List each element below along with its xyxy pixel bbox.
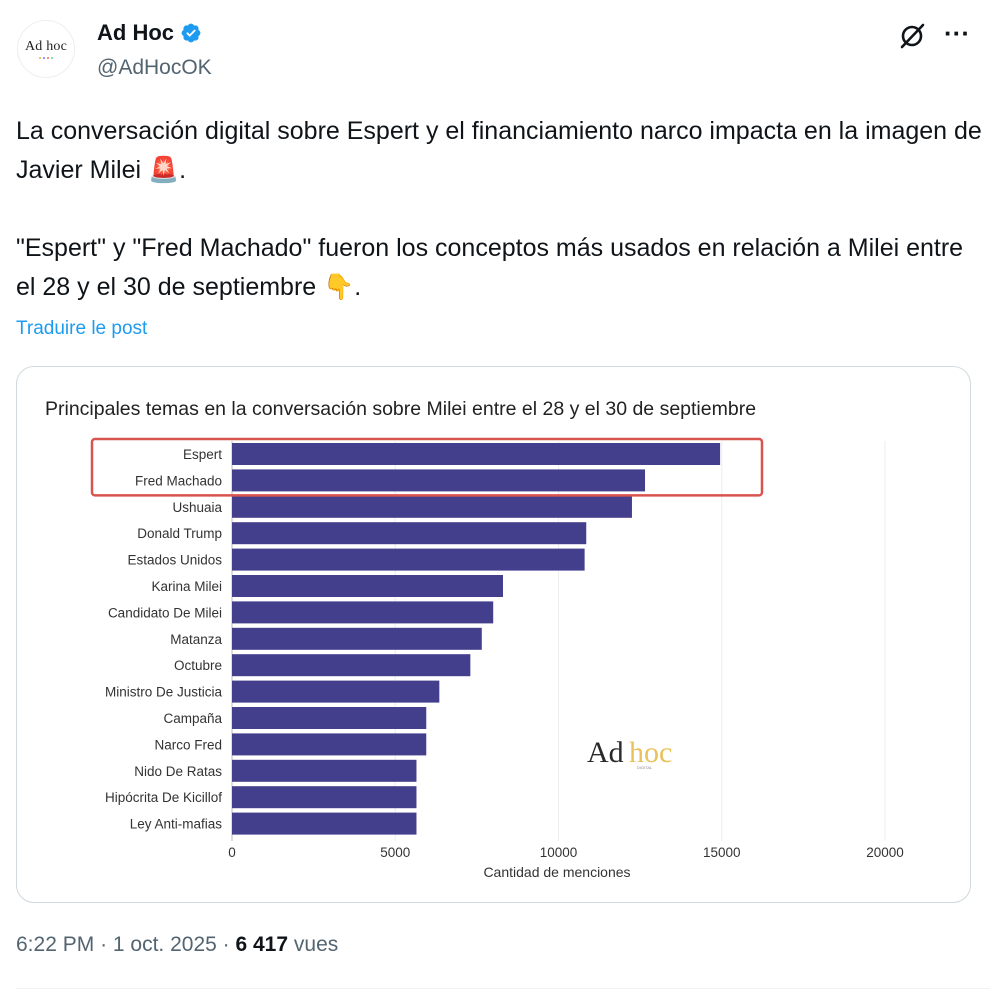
watermark-subtext: DIGITAL	[637, 765, 653, 770]
bar	[232, 575, 503, 597]
x-tick-label: 5000	[380, 845, 410, 860]
category-label: Ley Anti-mafias	[130, 817, 223, 832]
chart-title: Principales temas en la conversación sob…	[45, 398, 756, 420]
bar	[232, 680, 440, 703]
bar	[232, 812, 417, 835]
bar	[232, 469, 646, 492]
category-label: Estados Unidos	[127, 553, 222, 568]
bar	[232, 548, 585, 571]
author-display-name[interactable]: Ad Hoc	[97, 20, 174, 45]
bar	[232, 601, 494, 624]
tweet-time[interactable]: 6:22 PM	[16, 933, 95, 956]
tweet-date[interactable]: 1 oct. 2025	[112, 933, 217, 956]
category-label: Espert	[183, 447, 222, 462]
author-display-name-row[interactable]: Ad Hoc	[97, 20, 202, 46]
bar	[232, 495, 632, 518]
highlight-box	[90, 437, 764, 497]
chart-x-axis-label: Cantidad de menciones	[483, 864, 630, 880]
grok-icon[interactable]	[898, 22, 926, 50]
bar	[232, 627, 482, 650]
bar	[232, 707, 427, 729]
x-tick-label: 15000	[703, 845, 741, 860]
avatar-logo-text: Ad hoc	[24, 38, 68, 54]
bar	[232, 786, 417, 809]
avatar-dots	[39, 56, 53, 59]
divider	[16, 988, 990, 989]
more-options-icon[interactable]: ···	[944, 18, 970, 48]
watermark-text-accent: hoc	[629, 736, 672, 769]
bar	[232, 443, 721, 465]
chart-category-labels: Espert Fred Machado Ushuaia Donald Trump Est…	[105, 447, 223, 832]
chart-bars	[232, 443, 721, 835]
category-label: Matanza	[170, 632, 222, 647]
category-label: Narco Fred	[154, 737, 222, 752]
category-label: Campaña	[163, 711, 222, 726]
view-count: 6 417	[235, 933, 289, 956]
tweet-meta: 6:22 PM · 1 oct. 2025 · 6 417 vues	[16, 933, 338, 957]
bar	[232, 654, 471, 677]
watermark-text: Ad	[587, 736, 624, 769]
chart-x-ticks: 0 5000 10000 15000 20000	[228, 845, 904, 860]
tweet-text: La conversación digital sobre Espert y e…	[16, 112, 986, 307]
tweet-paragraph-1: La conversación digital sobre Espert y e…	[16, 117, 989, 184]
bar	[232, 759, 417, 782]
bar-chart: Principales temas en la conversación sob…	[45, 398, 904, 880]
category-label: Candidato De Milei	[108, 605, 222, 620]
category-label: Octubre	[174, 658, 222, 673]
x-tick-label: 0	[228, 845, 236, 860]
bar	[232, 522, 587, 545]
author-handle[interactable]: @AdHocOK	[97, 56, 212, 79]
category-label: Ministro De Justicia	[105, 685, 223, 700]
tweet-media-card[interactable]: Principales temas en la conversación sob…	[16, 366, 971, 903]
category-label: Karina Milei	[151, 579, 222, 594]
avatar[interactable]: Ad hoc	[17, 20, 75, 78]
x-tick-label: 20000	[866, 845, 904, 860]
category-label: Fred Machado	[135, 473, 222, 488]
verified-badge-icon	[181, 23, 201, 43]
views-label: vues	[293, 933, 339, 956]
tweet-paragraph-2: "Espert" y "Fred Machado" fueron los con…	[16, 234, 971, 301]
bar	[232, 733, 427, 756]
category-label: Ushuaia	[172, 500, 222, 515]
meta-separator: ·	[100, 933, 113, 956]
category-label: Donald Trump	[137, 526, 222, 541]
meta-separator: ·	[222, 933, 236, 956]
category-label: Nido De Ratas	[134, 764, 222, 779]
x-tick-label: 10000	[540, 845, 578, 860]
translate-post-link[interactable]: Traduire le post	[16, 318, 148, 339]
tweet-header: Ad hoc Ad Hoc @AdHocOK ···	[0, 0, 1006, 95]
category-label: Hipócrita De Kicillof	[105, 790, 222, 805]
chart-watermark-logo: Ad hoc DIGITAL	[587, 736, 672, 770]
